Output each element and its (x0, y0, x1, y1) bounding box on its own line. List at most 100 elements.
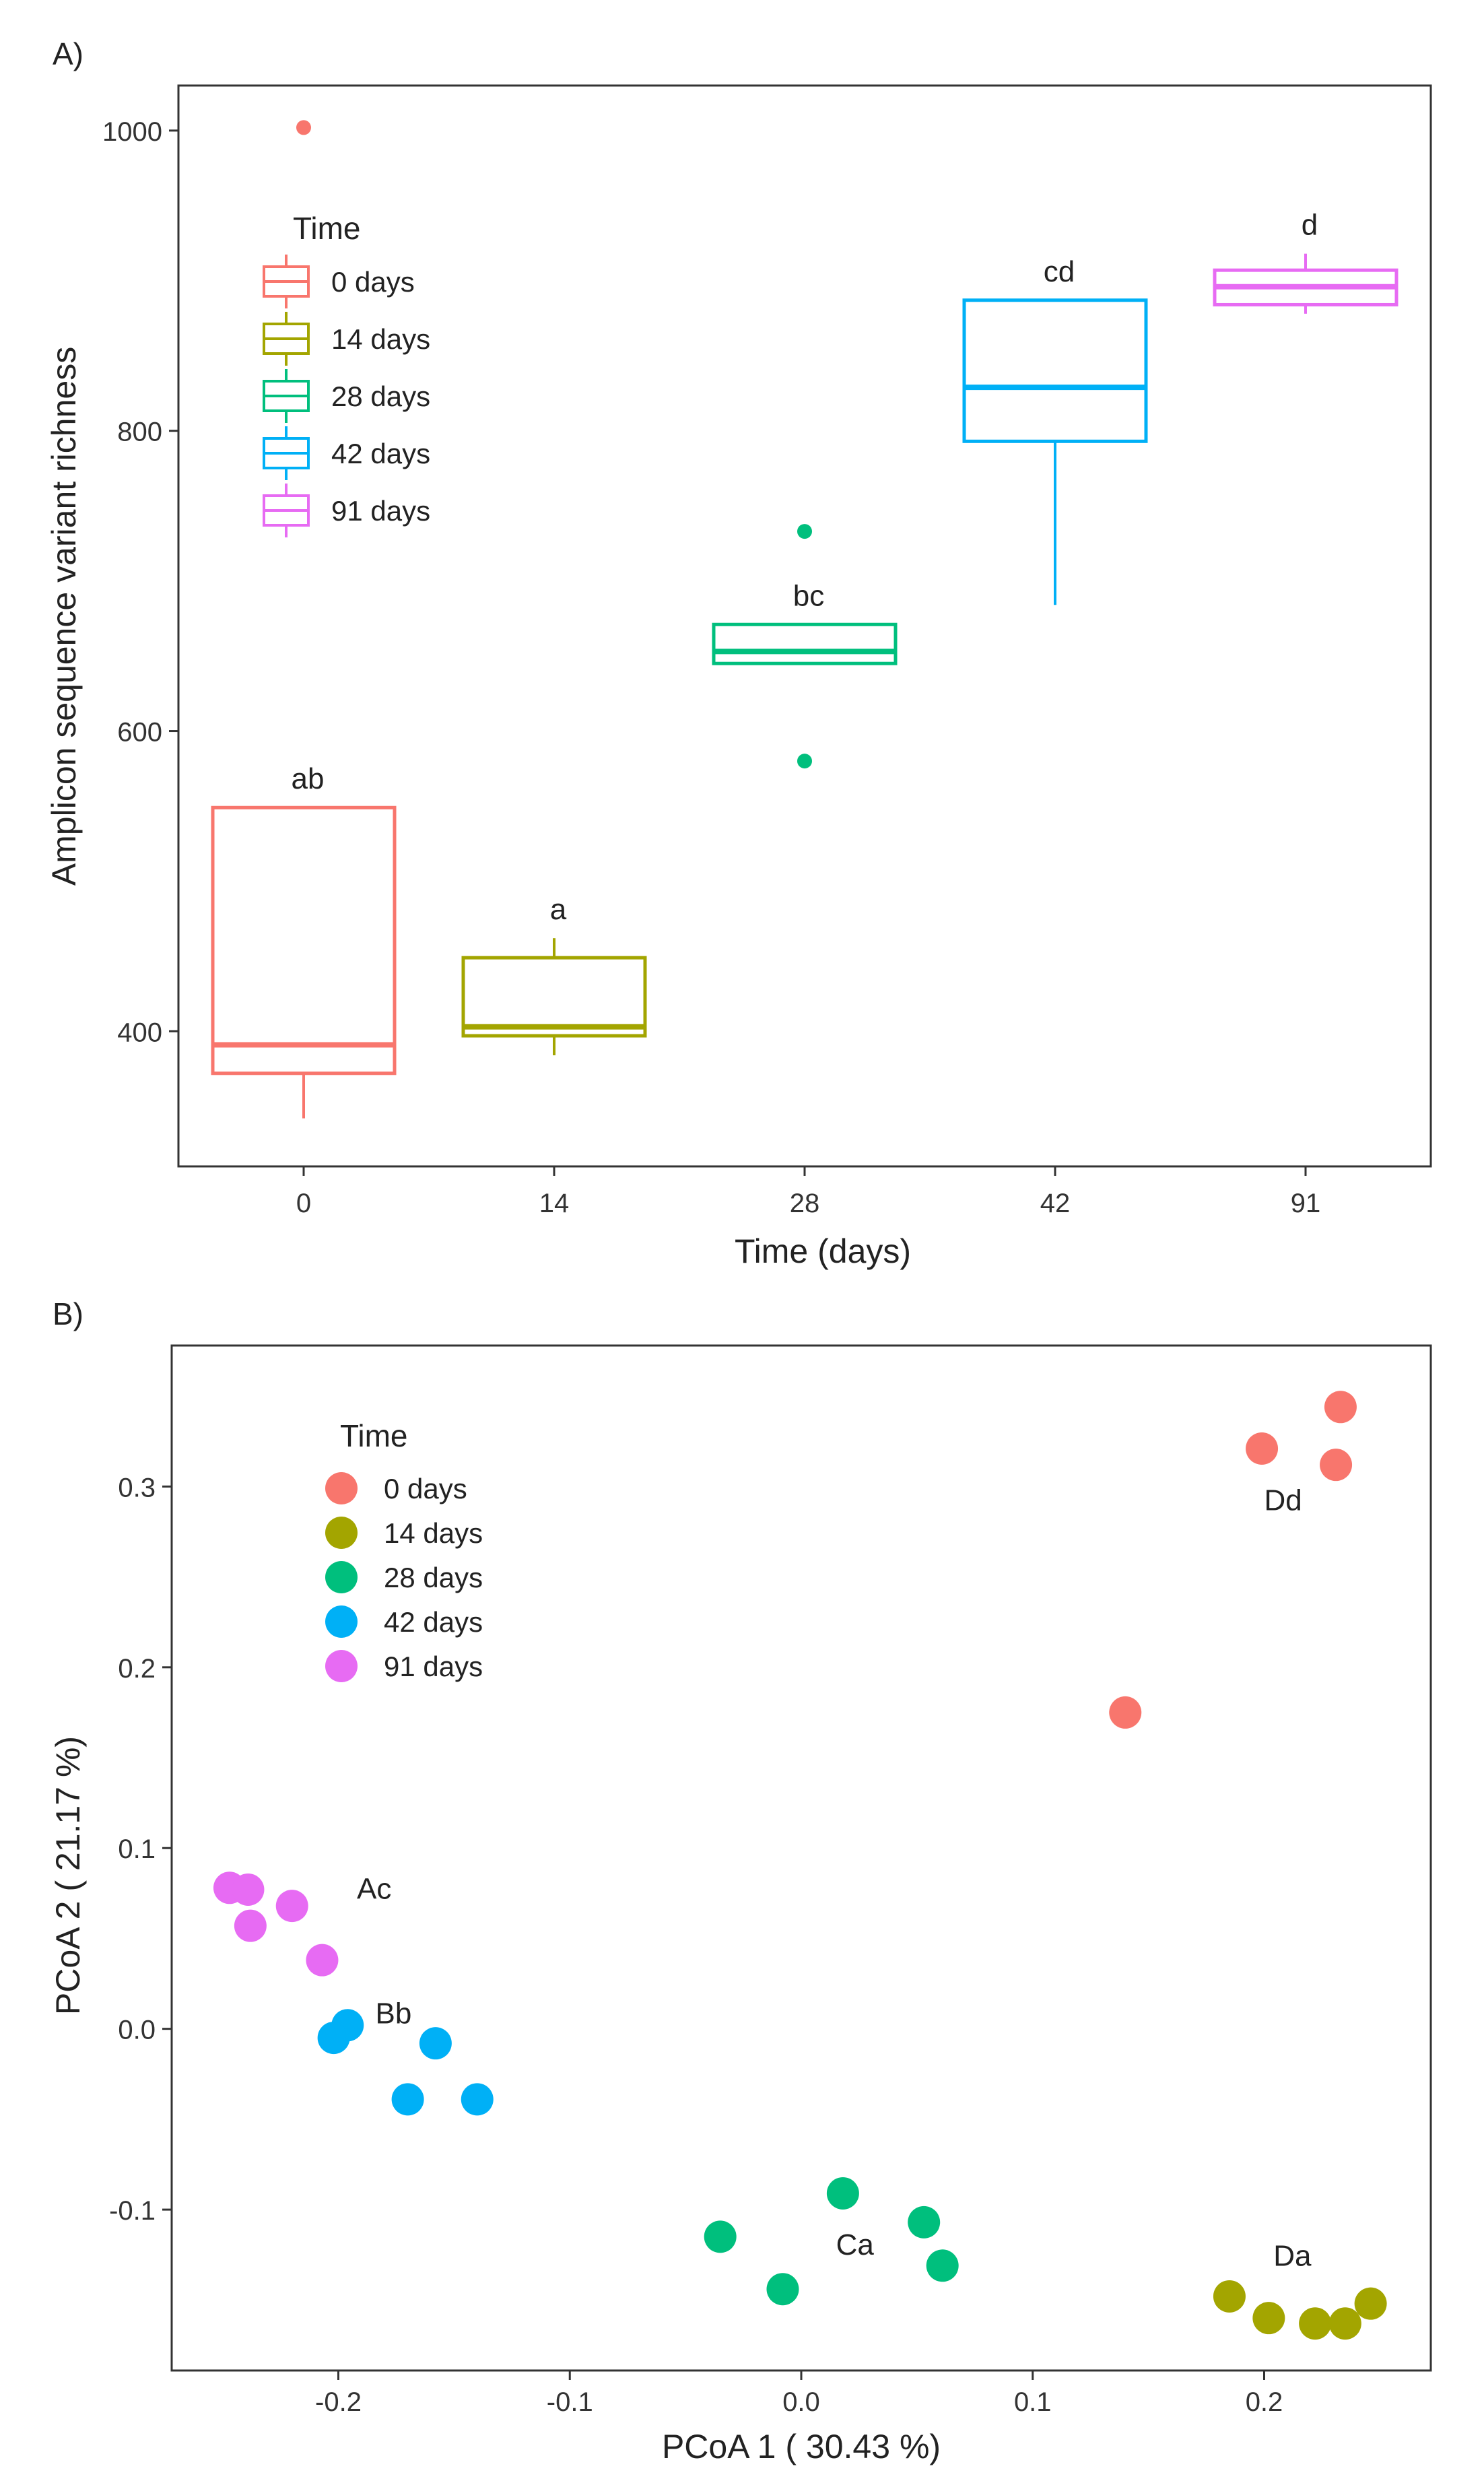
data-point (826, 2177, 859, 2210)
legend-label: 91 days (384, 1651, 483, 1682)
data-point (1328, 2307, 1361, 2340)
x-tick-label: 0.0 (782, 2387, 820, 2417)
cluster-label: Da (1273, 2239, 1312, 2272)
plot-a-xlabel: Time (days) (735, 1232, 911, 1270)
legend-b-title: Time (340, 1418, 408, 1453)
plot-b-legend: Time 0 days 14 days 28 days 42 days 91 days (325, 1418, 483, 1682)
data-point (232, 1873, 265, 1906)
legend-label: 91 days (331, 495, 430, 527)
legend-b-entry: 42 days (325, 1605, 483, 1638)
legend-label: 28 days (384, 1562, 483, 1593)
plot-a-ylabel: Amplicon sequence variant richness (45, 347, 83, 886)
legend-b-entry: 28 days (325, 1561, 483, 1593)
x-tick-label: 91 (1291, 1189, 1321, 1218)
legend-key-dot (325, 1561, 358, 1593)
data-point (1109, 1696, 1142, 1729)
legend-key-dot (325, 1650, 358, 1682)
series-0-days (1109, 1391, 1357, 1729)
box-iqr (962, 298, 1148, 443)
x-tick-label: 0 (296, 1189, 311, 1218)
data-point (1324, 1391, 1357, 1424)
legend-label: 42 days (331, 438, 430, 469)
data-point (1299, 2307, 1332, 2340)
legend-label: 14 days (384, 1517, 483, 1549)
cluster-label: Bb (376, 1997, 412, 2030)
data-point (317, 2022, 350, 2055)
data-point (461, 2083, 494, 2116)
legend-label: 14 days (331, 323, 430, 355)
legend-label: 0 days (331, 266, 415, 298)
significance-letter: bc (793, 579, 824, 612)
significance-letter: ab (292, 762, 325, 795)
box-14: a (461, 893, 647, 1056)
significance-letter: d (1302, 209, 1318, 242)
legend-key-dot (325, 1517, 358, 1549)
legend-key-dot (325, 1472, 358, 1504)
plot-b-points (213, 1391, 1387, 2340)
legend-label: 0 days (384, 1473, 467, 1504)
y-tick-label: 800 (117, 418, 162, 447)
pcoa-panel: -0.1 0.0 0.1 0.2 0.3 -0.2 -0.1 0.0 0.1 0.2 Dd Ac Bb… (49, 1344, 1432, 2465)
significance-letter: a (550, 893, 567, 926)
legend-label: 42 days (384, 1606, 483, 1638)
box-42: cd (962, 255, 1148, 605)
legend-a-entry: 28 days (263, 369, 430, 423)
data-point (391, 2083, 424, 2116)
y-tick-label: 1000 (102, 117, 162, 147)
legend-b-entry: 14 days (325, 1517, 483, 1549)
plot-a-boxes: ab a bc cd d (211, 120, 1398, 1119)
plot-b-frame (170, 1344, 1432, 2372)
y-tick-label: 400 (117, 1018, 162, 1047)
box-plot-panel: 400 600 800 1000 0 14 28 42 91 ab a bc cd d Time 0 d… (45, 84, 1432, 1270)
series-28-days (704, 2177, 959, 2306)
plot-b-axes: -0.1 0.0 0.1 0.2 0.3 -0.2 -0.1 0.0 0.1 0.2 (109, 1473, 1283, 2417)
y-tick-label: 0.1 (118, 1834, 156, 1864)
plot-a-axes: 400 600 800 1000 0 14 28 42 91 (102, 117, 1320, 1218)
box-28: bc (712, 524, 898, 769)
data-point (926, 2249, 959, 2282)
plot-a-legend: Time 0 days 14 days 28 days 42 days 91 days (263, 211, 430, 537)
plot-b-ylabel: PCoA 2 ( 21.17 %) (49, 1736, 87, 2015)
x-tick-label: 28 (790, 1189, 820, 1218)
y-tick-label: -0.1 (109, 2196, 156, 2226)
x-tick-label: 0.2 (1246, 2387, 1283, 2417)
legend-a-entry: 91 days (263, 484, 430, 537)
x-tick-label: -0.2 (315, 2387, 362, 2417)
box-iqr (712, 622, 898, 665)
x-tick-label: -0.1 (547, 2387, 593, 2417)
x-tick-label: 42 (1040, 1189, 1071, 1218)
significance-letter: cd (1044, 255, 1075, 288)
data-point (766, 2273, 799, 2306)
y-tick-label: 600 (117, 718, 162, 748)
outlier-point (797, 754, 812, 769)
x-tick-label: 14 (539, 1189, 570, 1218)
outlier-point (797, 524, 812, 539)
legend-b-entry: 0 days (325, 1472, 467, 1504)
legend-a-entry: 42 days (263, 426, 430, 480)
x-tick-label: 0.1 (1014, 2387, 1052, 2417)
data-point (1252, 2302, 1285, 2335)
cluster-label: Dd (1264, 1484, 1302, 1517)
data-point (275, 1890, 308, 1923)
panel-label-a: A) (53, 36, 83, 71)
y-tick-label: 0.3 (118, 1473, 156, 1502)
plot-b-annotations: Dd Ac Bb Ca Da (357, 1484, 1312, 2272)
panel-label-b: B) (53, 1296, 83, 1331)
data-point (419, 2027, 452, 2060)
data-point (1320, 1449, 1353, 1482)
data-point (1246, 1432, 1279, 1465)
data-point (1354, 2287, 1387, 2320)
legend-label: 28 days (331, 380, 430, 412)
cluster-label: Ac (357, 1872, 391, 1905)
legend-b-entry: 91 days (325, 1650, 483, 1682)
series-91-days (213, 1871, 339, 1977)
data-point (1213, 2280, 1246, 2313)
legend-a-entry: 0 days (263, 255, 415, 308)
box-iqr (461, 956, 647, 1038)
data-point (704, 2220, 737, 2253)
cluster-label: Ca (836, 2228, 875, 2261)
box-91: d (1213, 209, 1398, 314)
data-point (306, 1944, 339, 1977)
y-tick-label: 0.2 (118, 1654, 156, 1684)
box-iqr (211, 805, 397, 1075)
